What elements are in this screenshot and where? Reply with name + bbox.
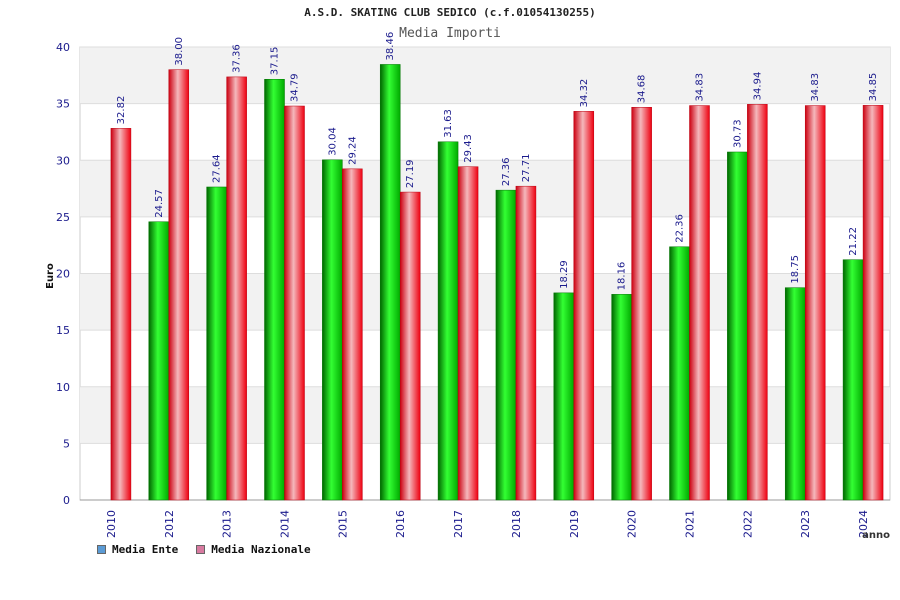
bar-media-nazionale-2013 bbox=[226, 76, 247, 501]
value-label-media-ente-2016: 38.46 bbox=[385, 32, 396, 61]
value-label-media-nazionale-2020: 34.68 bbox=[637, 75, 648, 104]
x-tick-label-2023: 2023 bbox=[799, 510, 812, 538]
legend-item-media-ente: Media Ente bbox=[97, 543, 178, 556]
value-label-media-ente-2020: 18.16 bbox=[617, 262, 628, 291]
x-tick-label-2015: 2015 bbox=[336, 510, 349, 538]
bar-media-nazionale-2021 bbox=[689, 105, 710, 501]
value-label-media-ente-2022: 30.73 bbox=[732, 119, 743, 148]
x-tick-label-2013: 2013 bbox=[221, 510, 234, 538]
y-tick-label: 5 bbox=[63, 437, 70, 450]
value-label-media-ente-2012: 24.57 bbox=[154, 189, 165, 218]
y-axis-ticks: 0 5 10 15 20 25 30 35 40 bbox=[56, 41, 70, 507]
bar-media-ente-2013 bbox=[206, 186, 227, 501]
bar-media-ente-2024 bbox=[842, 259, 864, 501]
y-tick-label: 20 bbox=[56, 268, 70, 281]
x-tick-label-2010: 2010 bbox=[105, 510, 118, 538]
grid-band bbox=[80, 47, 890, 104]
value-label-media-ente-2024: 21.22 bbox=[848, 227, 859, 256]
value-label-media-ente-2014: 37.15 bbox=[270, 47, 281, 76]
y-tick-label: 35 bbox=[56, 98, 70, 111]
x-tick-label-2012: 2012 bbox=[163, 510, 176, 538]
bar-media-nazionale-2012 bbox=[168, 69, 190, 501]
bar-media-nazionale-2015 bbox=[342, 168, 363, 501]
y-axis-label: Euro bbox=[45, 263, 56, 289]
bar-media-nazionale-2024 bbox=[862, 105, 884, 501]
x-tick-label-2017: 2017 bbox=[452, 510, 465, 538]
value-label-media-nazionale-2019: 34.32 bbox=[579, 79, 590, 108]
value-label-media-nazionale-2024: 34.85 bbox=[868, 73, 879, 102]
bar-media-nazionale-2017 bbox=[457, 166, 479, 501]
grid-band bbox=[80, 386, 890, 444]
x-tick-label-2021: 2021 bbox=[684, 510, 697, 538]
value-label-media-nazionale-2018: 27.71 bbox=[521, 154, 532, 183]
bar-media-nazionale-2020 bbox=[631, 106, 652, 501]
bar-media-nazionale-2016 bbox=[399, 191, 421, 501]
value-label-media-ente-2018: 27.36 bbox=[501, 158, 512, 187]
value-label-media-nazionale-2017: 29.43 bbox=[463, 134, 474, 163]
legend-swatch-media-ente bbox=[97, 545, 106, 554]
value-labels: 32.82 24.57 38.00 27.64 37.36 37.15 34.79 30.04… bbox=[116, 32, 879, 291]
legend-swatch-media-nazionale bbox=[196, 545, 206, 554]
value-label-media-ente-2017: 31.63 bbox=[443, 109, 454, 138]
bar-media-nazionale-2014 bbox=[284, 105, 305, 501]
value-label-media-ente-2015: 30.04 bbox=[327, 127, 338, 156]
value-label-media-nazionale-2015: 29.24 bbox=[347, 136, 358, 165]
value-label-media-nazionale-2013: 37.36 bbox=[232, 44, 243, 73]
bar-media-nazionale-2023 bbox=[804, 105, 826, 501]
bar-media-ente-2012 bbox=[148, 221, 170, 501]
chart-subtitle: Media Importi bbox=[399, 26, 501, 41]
value-label-media-ente-2023: 18.75 bbox=[790, 255, 801, 284]
y-tick-label: 30 bbox=[56, 154, 70, 167]
x-tick-label-2024: 2024 bbox=[857, 510, 870, 538]
y-tick-label: 15 bbox=[56, 324, 70, 337]
grid-band bbox=[80, 273, 890, 331]
value-label-media-nazionale-2012: 38.00 bbox=[174, 37, 185, 66]
bar-media-ente-2022 bbox=[727, 151, 748, 501]
bar-media-ente-2017 bbox=[437, 141, 459, 501]
grid-band bbox=[80, 160, 890, 217]
value-label-media-nazionale-2014: 34.79 bbox=[290, 73, 301, 102]
chart-title: A.S.D. SKATING CLUB SEDICO (c.f.01054130… bbox=[304, 6, 596, 19]
y-tick-label: 40 bbox=[56, 41, 70, 54]
value-label-media-nazionale-2016: 27.19 bbox=[405, 159, 416, 188]
bar-media-nazionale-2022 bbox=[747, 104, 768, 501]
bar-media-ente-2021 bbox=[669, 246, 690, 501]
bar-media-nazionale-2019 bbox=[573, 111, 595, 501]
value-label-media-nazionale-2010: 32.82 bbox=[116, 96, 127, 125]
x-tick-label-2022: 2022 bbox=[741, 510, 754, 538]
bar-media-ente-2020 bbox=[611, 294, 632, 501]
y-tick-label: 25 bbox=[56, 211, 70, 224]
y-tick-label: 0 bbox=[63, 494, 70, 507]
y-tick-label: 10 bbox=[56, 381, 70, 394]
bar-media-ente-2016 bbox=[379, 64, 401, 501]
legend-label-media-ente: Media Ente bbox=[112, 543, 179, 556]
value-label-media-nazionale-2022: 34.94 bbox=[752, 72, 763, 101]
legend-item-media-nazionale: Media Nazionale bbox=[196, 543, 311, 556]
bar-media-ente-2019 bbox=[553, 292, 575, 501]
bars bbox=[110, 64, 884, 501]
value-label-media-ente-2013: 27.64 bbox=[212, 154, 223, 183]
bar-media-ente-2018 bbox=[495, 189, 517, 501]
legend: Media Ente Media Nazionale bbox=[97, 543, 311, 556]
value-label-media-ente-2019: 18.29 bbox=[559, 260, 570, 289]
x-tick-label-2016: 2016 bbox=[394, 510, 407, 538]
bar-media-ente-2023 bbox=[784, 287, 806, 501]
value-label-media-nazionale-2023: 34.83 bbox=[810, 73, 821, 102]
x-axis-label: anno bbox=[862, 530, 890, 541]
legend-label-media-nazionale: Media Nazionale bbox=[211, 543, 311, 556]
value-label-media-ente-2021: 22.36 bbox=[675, 214, 686, 243]
bar-media-nazionale-2018 bbox=[515, 185, 537, 501]
value-label-media-nazionale-2021: 34.83 bbox=[695, 73, 706, 102]
x-tick-label-2014: 2014 bbox=[279, 510, 292, 538]
x-tick-label-2019: 2019 bbox=[568, 510, 581, 538]
x-axis-ticks: 2010 2012 2013 2014 2015 2016 2017 2018 2019 2020… bbox=[105, 510, 870, 538]
bar-media-nazionale-2010 bbox=[110, 128, 132, 501]
bar-media-ente-2015 bbox=[322, 159, 343, 501]
bar-media-ente-2014 bbox=[264, 79, 285, 501]
x-tick-label-2020: 2020 bbox=[626, 510, 639, 538]
x-tick-label-2018: 2018 bbox=[510, 510, 523, 538]
